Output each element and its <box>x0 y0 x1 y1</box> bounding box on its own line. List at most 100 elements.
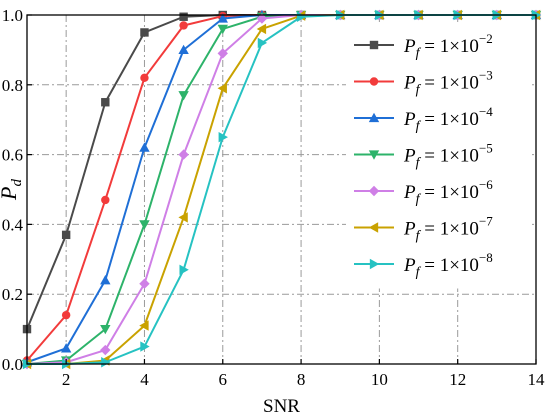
legend-label: Pf = 1×10−6 <box>403 177 493 207</box>
data-point <box>139 142 150 152</box>
legend-marker <box>369 40 379 50</box>
legend-label-exp: −3 <box>479 68 493 83</box>
x-tick-label: 10 <box>371 370 388 389</box>
legend-label: Pf = 1×10−4 <box>403 104 493 134</box>
data-point <box>101 98 110 107</box>
data-point <box>217 24 228 35</box>
data-point <box>139 278 150 289</box>
tick-labels: 2 4 6 8 10 12 14 0.0 0.2 0.4 0.6 0.8 1.0 <box>2 6 545 389</box>
legend-label-mid: = 1×10 <box>420 255 479 276</box>
legend-label-sub: f <box>416 46 422 61</box>
data-point <box>217 83 227 94</box>
data-point <box>218 131 228 143</box>
legend-label-exp: −7 <box>479 214 493 229</box>
legend-marker <box>369 258 380 270</box>
y-tick-label: 0.2 <box>2 285 23 304</box>
legend-marker <box>368 185 380 197</box>
y-tick-label: 0.4 <box>2 215 24 234</box>
data-point <box>217 48 228 59</box>
y-axis-title: Pd <box>0 179 25 201</box>
legend-label-main: P <box>403 146 416 167</box>
legend-label-main: P <box>403 219 416 240</box>
data-point <box>61 310 71 320</box>
legend-label-main: P <box>403 36 416 57</box>
data-point <box>140 28 149 37</box>
legend-marker <box>368 222 379 233</box>
legend-label: Pf = 1×10−2 <box>403 31 493 61</box>
legend-label-exp: −4 <box>479 104 493 119</box>
data-point <box>178 44 189 55</box>
legend-label-exp: −2 <box>479 31 493 46</box>
y-tick-label: 0.0 <box>2 355 23 374</box>
y-tick-label: 0.6 <box>2 146 23 165</box>
data-point <box>61 230 71 240</box>
axes <box>26 14 537 365</box>
data-point <box>100 324 111 335</box>
data-point <box>179 264 189 275</box>
data-point <box>60 343 72 353</box>
data-point <box>100 275 111 285</box>
data-point <box>140 73 149 83</box>
data-point <box>140 341 150 352</box>
x-tick-label: 6 <box>219 370 228 389</box>
legend-background <box>346 23 532 289</box>
legend-label-main: P <box>403 109 416 130</box>
legend-entry: Pf = 1×10−8 <box>354 250 493 280</box>
legend-label-main: P <box>403 73 416 94</box>
legend-label-sub: f <box>416 119 422 134</box>
y-axis-title-main: P <box>0 187 21 201</box>
x-tick-label: 2 <box>62 370 71 389</box>
data-point <box>101 357 111 368</box>
data-point <box>178 91 189 101</box>
legend-entry: Pf = 1×10−4 <box>354 104 493 134</box>
data-point <box>139 220 150 230</box>
legend-label: Pf = 1×10−3 <box>403 68 493 98</box>
plot-frame <box>26 14 537 365</box>
data-point <box>139 320 149 331</box>
data-point <box>256 13 268 24</box>
legend: Pf = 1×10−2Pf = 1×10−3Pf = 1×10−4Pf = 1×… <box>346 23 532 289</box>
legend-label-sub: f <box>416 229 422 244</box>
legend-label-exp: −8 <box>479 250 493 265</box>
data-point <box>178 149 189 160</box>
data-point <box>296 11 307 22</box>
data-point <box>178 212 188 223</box>
legend-label-mid: = 1×10 <box>420 182 479 203</box>
x-axis-title: SNR <box>263 396 300 417</box>
x-tick-label: 4 <box>140 370 149 389</box>
legend-marker <box>369 77 379 86</box>
legend-label-main: P <box>403 255 416 276</box>
legend-label-sub: f <box>416 83 422 98</box>
legend-label-mid: = 1×10 <box>420 146 479 167</box>
y-tick-label: 0.8 <box>2 76 23 95</box>
legend-entry: Pf = 1×10−3 <box>354 68 493 98</box>
x-tick-label: 8 <box>297 370 306 389</box>
legend-label-mid: = 1×10 <box>420 109 479 130</box>
data-point <box>217 13 228 23</box>
legend-entry: Pf = 1×10−7 <box>354 214 493 244</box>
data-point <box>257 37 268 49</box>
legend-entry: Pf = 1×10−5 <box>354 141 493 171</box>
y-tick-label: 1.0 <box>2 6 23 25</box>
legend-label: Pf = 1×10−8 <box>403 250 493 280</box>
legend-label-sub: f <box>416 156 422 171</box>
legend-entry: Pf = 1×10−6 <box>354 177 493 207</box>
data-point <box>179 12 188 21</box>
legend-label-mid: = 1×10 <box>420 36 479 57</box>
legend-marker <box>368 112 380 123</box>
legend-label: Pf = 1×10−5 <box>403 141 493 171</box>
data-point <box>100 344 111 356</box>
legend-label-sub: f <box>416 265 422 280</box>
data-point <box>101 195 110 205</box>
legend-entry: Pf = 1×10−2 <box>354 31 493 61</box>
x-tick-label: 14 <box>528 370 546 389</box>
y-axis-title-sub: d <box>9 179 25 187</box>
legend-label: Pf = 1×10−7 <box>403 214 493 244</box>
legend-label-exp: −5 <box>479 141 493 156</box>
legend-label-sub: f <box>416 192 422 207</box>
legend-label-main: P <box>403 182 416 203</box>
legend-label-mid: = 1×10 <box>420 219 479 240</box>
legend-marker <box>368 150 380 160</box>
legend-label-exp: −6 <box>479 177 493 192</box>
